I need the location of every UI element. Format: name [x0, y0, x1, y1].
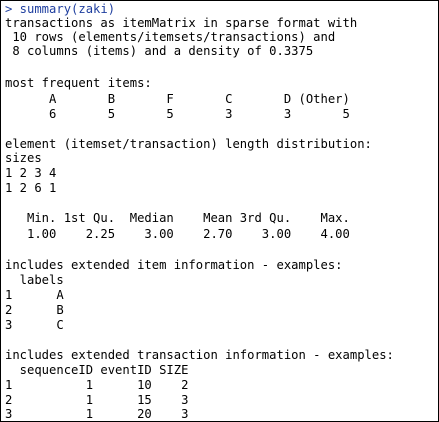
- intro-line-2: 10 rows (elements/itemsets/transactions)…: [5, 30, 336, 44]
- item-info-heading: includes extended item information - exa…: [5, 258, 343, 272]
- summary-stats-header: Min. 1st Qu. Median Mean 3rd Qu. Max.: [5, 211, 350, 225]
- sizes-values: 1 2 3 4: [5, 166, 57, 180]
- transaction-info-row: 1 1 10 2: [5, 378, 189, 392]
- length-distribution-heading: element (itemset/transaction) length dis…: [5, 137, 372, 151]
- intro-line-3: 8 columns (items) and a density of 0.337…: [5, 44, 314, 58]
- frequent-items-heading: most frequent items:: [5, 76, 152, 90]
- item-info-row: 3 C: [5, 318, 64, 332]
- transaction-info-row: 3 1 20 3: [5, 407, 189, 421]
- item-info-header: labels: [5, 273, 64, 287]
- summary-stats-values: 1.00 2.25 3.00 2.70 3.00 4.00: [5, 227, 350, 241]
- intro-line-1: transactions as itemMatrix in sparse for…: [5, 16, 358, 30]
- transaction-info-heading: includes extended transaction informatio…: [5, 348, 394, 362]
- transaction-info-header: sequenceID eventID SIZE: [5, 363, 189, 377]
- item-info-row: 2 B: [5, 303, 64, 317]
- console-command-line[interactable]: > summary(zaki): [5, 2, 116, 16]
- sizes-label: sizes: [5, 151, 42, 165]
- sizes-counts: 1 2 6 1: [5, 181, 57, 195]
- transaction-info-row: 2 1 15 3: [5, 393, 189, 407]
- frequent-items-labels: A B F C D (Other): [5, 92, 350, 106]
- frequent-items-counts: 6 5 5 3 3 5: [5, 107, 350, 121]
- item-info-row: 1 A: [5, 288, 64, 302]
